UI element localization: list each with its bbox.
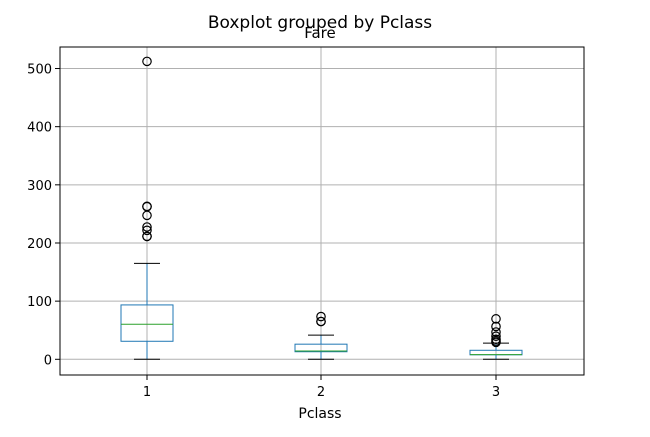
outlier-point (491, 327, 501, 337)
y-tick-label: 200 (27, 237, 52, 252)
box-group-class-1 (120, 56, 174, 360)
outlier-point (491, 331, 501, 342)
chart-suptitle: Boxplot grouped by Pclass (208, 13, 432, 33)
x-axis-label: Pclass (298, 406, 341, 422)
outlier-point (142, 56, 152, 67)
y-tick-label: 0 (44, 353, 52, 368)
outlier-point (491, 314, 501, 324)
outlier-point (142, 222, 152, 232)
x-tick-label: 1 (143, 385, 151, 400)
x-tick-label: 2 (317, 385, 325, 400)
y-tick-label: 400 (27, 121, 52, 136)
box-series (120, 56, 523, 360)
chart-title: Fare (304, 24, 336, 42)
plot-frame (59, 46, 585, 376)
box-group-class-3 (469, 314, 523, 360)
outlier-point (491, 321, 501, 332)
box-iqr (120, 304, 174, 342)
y-tick-label: 300 (27, 179, 52, 194)
outlier-point (142, 210, 152, 221)
outlier-point (316, 316, 326, 327)
box-group-class-2 (294, 311, 348, 360)
x-axis-ticks: 1 2 3 (143, 375, 500, 400)
y-tick-label: 100 (27, 295, 52, 310)
outlier-point (316, 311, 326, 322)
y-axis-ticks: 0 100 200 300 400 500 (27, 63, 60, 368)
x-tick-label: 3 (492, 385, 500, 400)
outlier-point (491, 337, 501, 348)
outlier-point (142, 225, 152, 236)
y-tick-label: 500 (27, 63, 52, 78)
box-iqr (294, 343, 348, 353)
outlier-point (142, 231, 152, 242)
